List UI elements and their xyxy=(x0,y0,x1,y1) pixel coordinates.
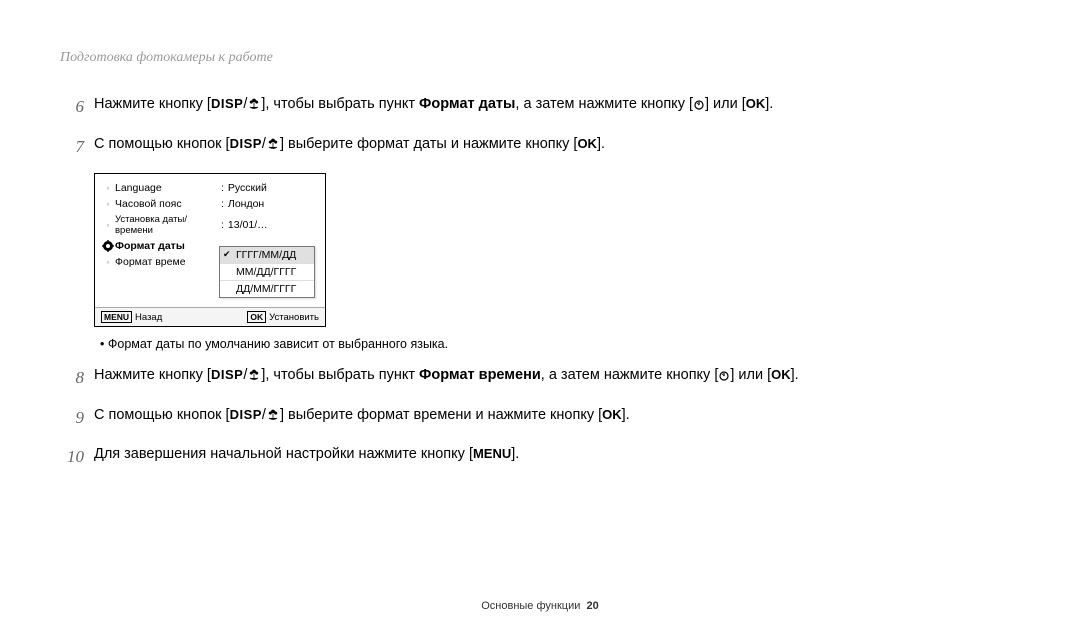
menu-label: Формат време xyxy=(115,256,221,268)
date-format-dropdown: ГГГГ/ММ/ДДММ/ДД/ГГГГДД/ММ/ГГГГ xyxy=(219,246,315,298)
gear-icon xyxy=(101,240,115,252)
page-footer: Основные функции 20 xyxy=(0,600,1080,612)
text-fragment: Нажмите кнопку [ xyxy=(94,96,211,112)
macro-icon xyxy=(266,136,280,158)
step-number: 9 xyxy=(60,405,94,431)
dropdown-item: ММ/ДД/ГГГГ xyxy=(220,264,314,281)
menu-value: :Лондон xyxy=(221,198,264,210)
macro-icon xyxy=(247,96,261,118)
text-fragment: ] или [ xyxy=(730,367,771,383)
menu-row: ◦Language:Русский xyxy=(101,180,319,196)
set-label: Установить xyxy=(269,312,319,323)
ok-icon: OK xyxy=(577,136,597,151)
text-fragment: С помощью кнопок [ xyxy=(94,136,230,152)
back-label: Назад xyxy=(135,312,162,323)
step-number: 6 xyxy=(60,94,94,120)
step-number: 8 xyxy=(60,365,94,391)
text-fragment: , а затем нажмите кнопку [ xyxy=(515,96,693,112)
step-number: 7 xyxy=(60,134,94,160)
bullet-icon: ◦ xyxy=(101,220,115,230)
bullet-icon: ◦ xyxy=(101,183,115,193)
ok-icon: OK xyxy=(746,96,766,111)
text-fragment: , а затем нажмите кнопку [ xyxy=(541,367,719,383)
disp-icon: DISP xyxy=(230,136,262,151)
disp-icon: DISP xyxy=(211,96,243,111)
text-fragment: ]. xyxy=(765,96,773,112)
menu-label: Language xyxy=(115,182,221,194)
timer-icon xyxy=(693,96,705,118)
menu-label: Установка даты/времени xyxy=(115,214,221,236)
dropdown-item: ДД/ММ/ГГГГ xyxy=(220,281,314,297)
menu-label: Часовой пояс xyxy=(115,198,221,210)
menu-row: ◦Часовой пояс:Лондон xyxy=(101,196,319,212)
text-fragment: С помощью кнопок [ xyxy=(94,407,230,423)
text-fragment: ]. xyxy=(622,407,630,423)
bold-text: Формат даты xyxy=(419,96,515,112)
screen-menu: ◦Language:Русский◦Часовой пояс:Лондон◦Ус… xyxy=(95,174,325,307)
macro-icon xyxy=(247,367,261,389)
page-header: Подготовка фотокамеры к работе xyxy=(60,50,1020,66)
menu-button-label: MENU xyxy=(101,311,132,323)
menu-value: :Русский xyxy=(221,182,267,194)
macro-icon xyxy=(266,407,280,429)
text-fragment: ] или [ xyxy=(705,96,746,112)
text-fragment: ]. xyxy=(597,136,605,152)
text-fragment: ], чтобы выбрать пункт xyxy=(261,96,419,112)
footer-section: Основные функции xyxy=(481,600,580,612)
menu-value: :13/01/… xyxy=(221,219,268,231)
text-fragment: ] выберите формат даты и нажмите кнопку … xyxy=(280,136,577,152)
text-fragment: ]. xyxy=(511,446,519,462)
step-text: С помощью кнопок [DISP/] выберите формат… xyxy=(94,405,630,431)
bullet-icon: ◦ xyxy=(101,257,115,267)
menu-label: Формат даты xyxy=(115,240,221,252)
step-number: 10 xyxy=(60,444,94,470)
screen-footer: MENUНазад OKУстановить xyxy=(95,307,325,326)
step-6: 6 Нажмите кнопку [DISP/], чтобы выбрать … xyxy=(60,94,1020,120)
menu-row: ◦Установка даты/времени:13/01/… xyxy=(101,212,319,238)
camera-screen: ◦Language:Русский◦Часовой пояс:Лондон◦Ус… xyxy=(94,173,326,327)
text-fragment: Нажмите кнопку [ xyxy=(94,367,211,383)
ok-icon: OK xyxy=(602,407,622,422)
text-fragment: ]. xyxy=(791,367,799,383)
step-9: 9 С помощью кнопок [DISP/] выберите форм… xyxy=(60,405,1020,431)
step-text: Для завершения начальной настройки нажми… xyxy=(94,444,519,470)
text-fragment: ] выберите формат времени и нажмите кноп… xyxy=(280,407,602,423)
menu-icon: MENU xyxy=(473,446,511,461)
disp-icon: DISP xyxy=(230,407,262,422)
disp-icon: DISP xyxy=(211,367,243,382)
bold-text: Формат времени xyxy=(419,367,541,383)
step-8: 8 Нажмите кнопку [DISP/], чтобы выбрать … xyxy=(60,365,1020,391)
step-text: Нажмите кнопку [DISP/], чтобы выбрать пу… xyxy=(94,365,799,391)
step-text: Нажмите кнопку [DISP/], чтобы выбрать пу… xyxy=(94,94,773,120)
bullet-icon: ◦ xyxy=(101,199,115,209)
step-text: С помощью кнопок [DISP/] выберите формат… xyxy=(94,134,605,160)
note-text: Формат даты по умолчанию зависит от выбр… xyxy=(100,337,1020,351)
footer-page-num: 20 xyxy=(587,600,599,612)
timer-icon xyxy=(718,367,730,389)
ok-icon: OK xyxy=(771,367,791,382)
step-7: 7 С помощью кнопок [DISP/] выберите форм… xyxy=(60,134,1020,160)
text-fragment: Для завершения начальной настройки нажми… xyxy=(94,446,473,462)
dropdown-item: ГГГГ/ММ/ДД xyxy=(220,247,314,264)
ok-button-label: OK xyxy=(247,311,266,323)
step-10: 10 Для завершения начальной настройки на… xyxy=(60,444,1020,470)
text-fragment: ], чтобы выбрать пункт xyxy=(261,367,419,383)
